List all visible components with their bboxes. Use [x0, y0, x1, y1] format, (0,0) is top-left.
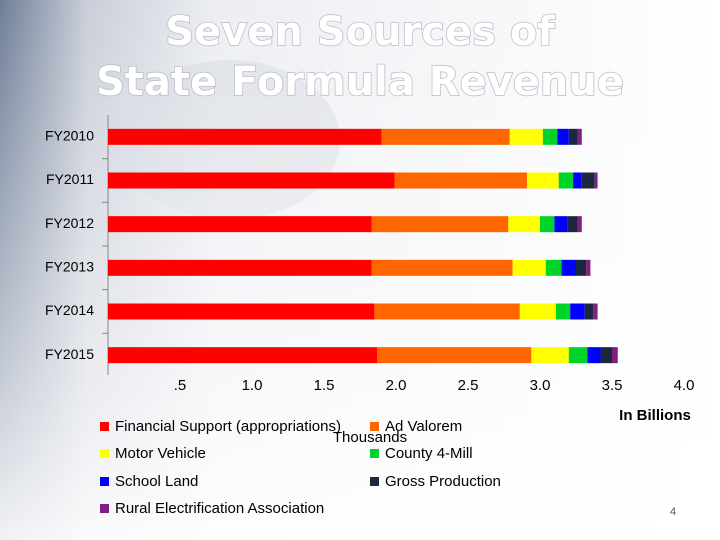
bar-segment	[586, 259, 591, 276]
bar-segment	[573, 172, 582, 189]
legend-label: County 4-Mill	[385, 445, 473, 462]
bar-segment	[108, 216, 372, 233]
chart-title: State Formula Revenue	[96, 59, 624, 105]
bar-segment	[512, 259, 546, 276]
bar-segment	[570, 303, 585, 320]
legend-label: Motor Vehicle	[115, 445, 206, 462]
y-tick-label: FY2013	[45, 259, 94, 275]
legend-swatch	[370, 449, 379, 458]
x-tick-label: 2.0	[386, 377, 407, 394]
y-tick-label: FY2010	[45, 128, 94, 144]
legend-label: Rural Electrification Association	[115, 500, 324, 517]
legend-swatch	[100, 422, 109, 431]
bar-segment	[594, 172, 598, 189]
bar-segment	[108, 259, 372, 276]
y-tick-label: FY2014	[45, 302, 94, 318]
bar-segment	[519, 303, 556, 320]
bar-segment	[555, 303, 571, 320]
bar-segment	[593, 303, 598, 320]
bar-segment	[531, 347, 569, 364]
bar-segment	[568, 128, 578, 145]
legend-swatch	[100, 477, 109, 486]
bar-segment	[371, 216, 509, 233]
legend-swatch	[100, 504, 109, 513]
bar-segment	[381, 128, 510, 145]
bar-segment	[545, 259, 562, 276]
x-tick-label: 1.0	[242, 377, 263, 394]
bar-segment	[568, 347, 588, 364]
bar-segment	[577, 128, 582, 145]
x-tick-label: 3.0	[530, 377, 551, 394]
bar-segment	[371, 259, 513, 276]
bar-segment	[554, 216, 568, 233]
x-tick-label: .5	[174, 377, 187, 394]
legend-swatch	[370, 422, 379, 431]
bar-segment	[108, 128, 382, 145]
y-tick-label: FY2012	[45, 215, 94, 231]
bar-segment	[394, 172, 528, 189]
bar-segment	[612, 347, 618, 364]
bar-segment	[508, 216, 540, 233]
bar-segment	[509, 128, 543, 145]
x-tick-label: 1.5	[314, 377, 335, 394]
y-tick-label: FY2011	[46, 171, 94, 187]
x-tick-label: 2.5	[458, 377, 479, 394]
bar-segment	[557, 128, 569, 145]
bar-segment	[567, 216, 578, 233]
legend-label: Gross Production	[385, 473, 501, 490]
bar-segment	[576, 259, 587, 276]
legend-label: Financial Support (appropriations)	[115, 418, 341, 435]
page-number: 4	[670, 506, 676, 518]
legend-swatch	[100, 449, 109, 458]
bar-segment	[108, 303, 375, 320]
chart-title: Seven Sources of	[165, 9, 555, 55]
legend-label: School Land	[115, 473, 198, 490]
bar-segment	[587, 347, 601, 364]
y-tick-label: FY2015	[45, 346, 94, 362]
bar-segment	[600, 347, 612, 364]
bar-segment	[577, 216, 582, 233]
bar-segment	[108, 172, 395, 189]
legend-swatch	[370, 477, 379, 486]
legend-note: Thousands	[333, 429, 407, 446]
bar-segment	[561, 259, 576, 276]
legend-label: Ad Valorem	[385, 418, 462, 435]
bar-segment	[374, 303, 520, 320]
bar-segment	[558, 172, 574, 189]
x-axis-label: In Billions	[619, 407, 691, 424]
x-tick-label: 3.5	[602, 377, 623, 394]
bar-segment	[584, 303, 594, 320]
bar-segment	[540, 216, 555, 233]
x-tick-label: 4.0	[674, 377, 695, 394]
bar-segment	[377, 347, 532, 364]
bar-segment	[581, 172, 595, 189]
bar-segment	[527, 172, 559, 189]
bar-segment	[108, 347, 378, 364]
bar-segment	[542, 128, 558, 145]
